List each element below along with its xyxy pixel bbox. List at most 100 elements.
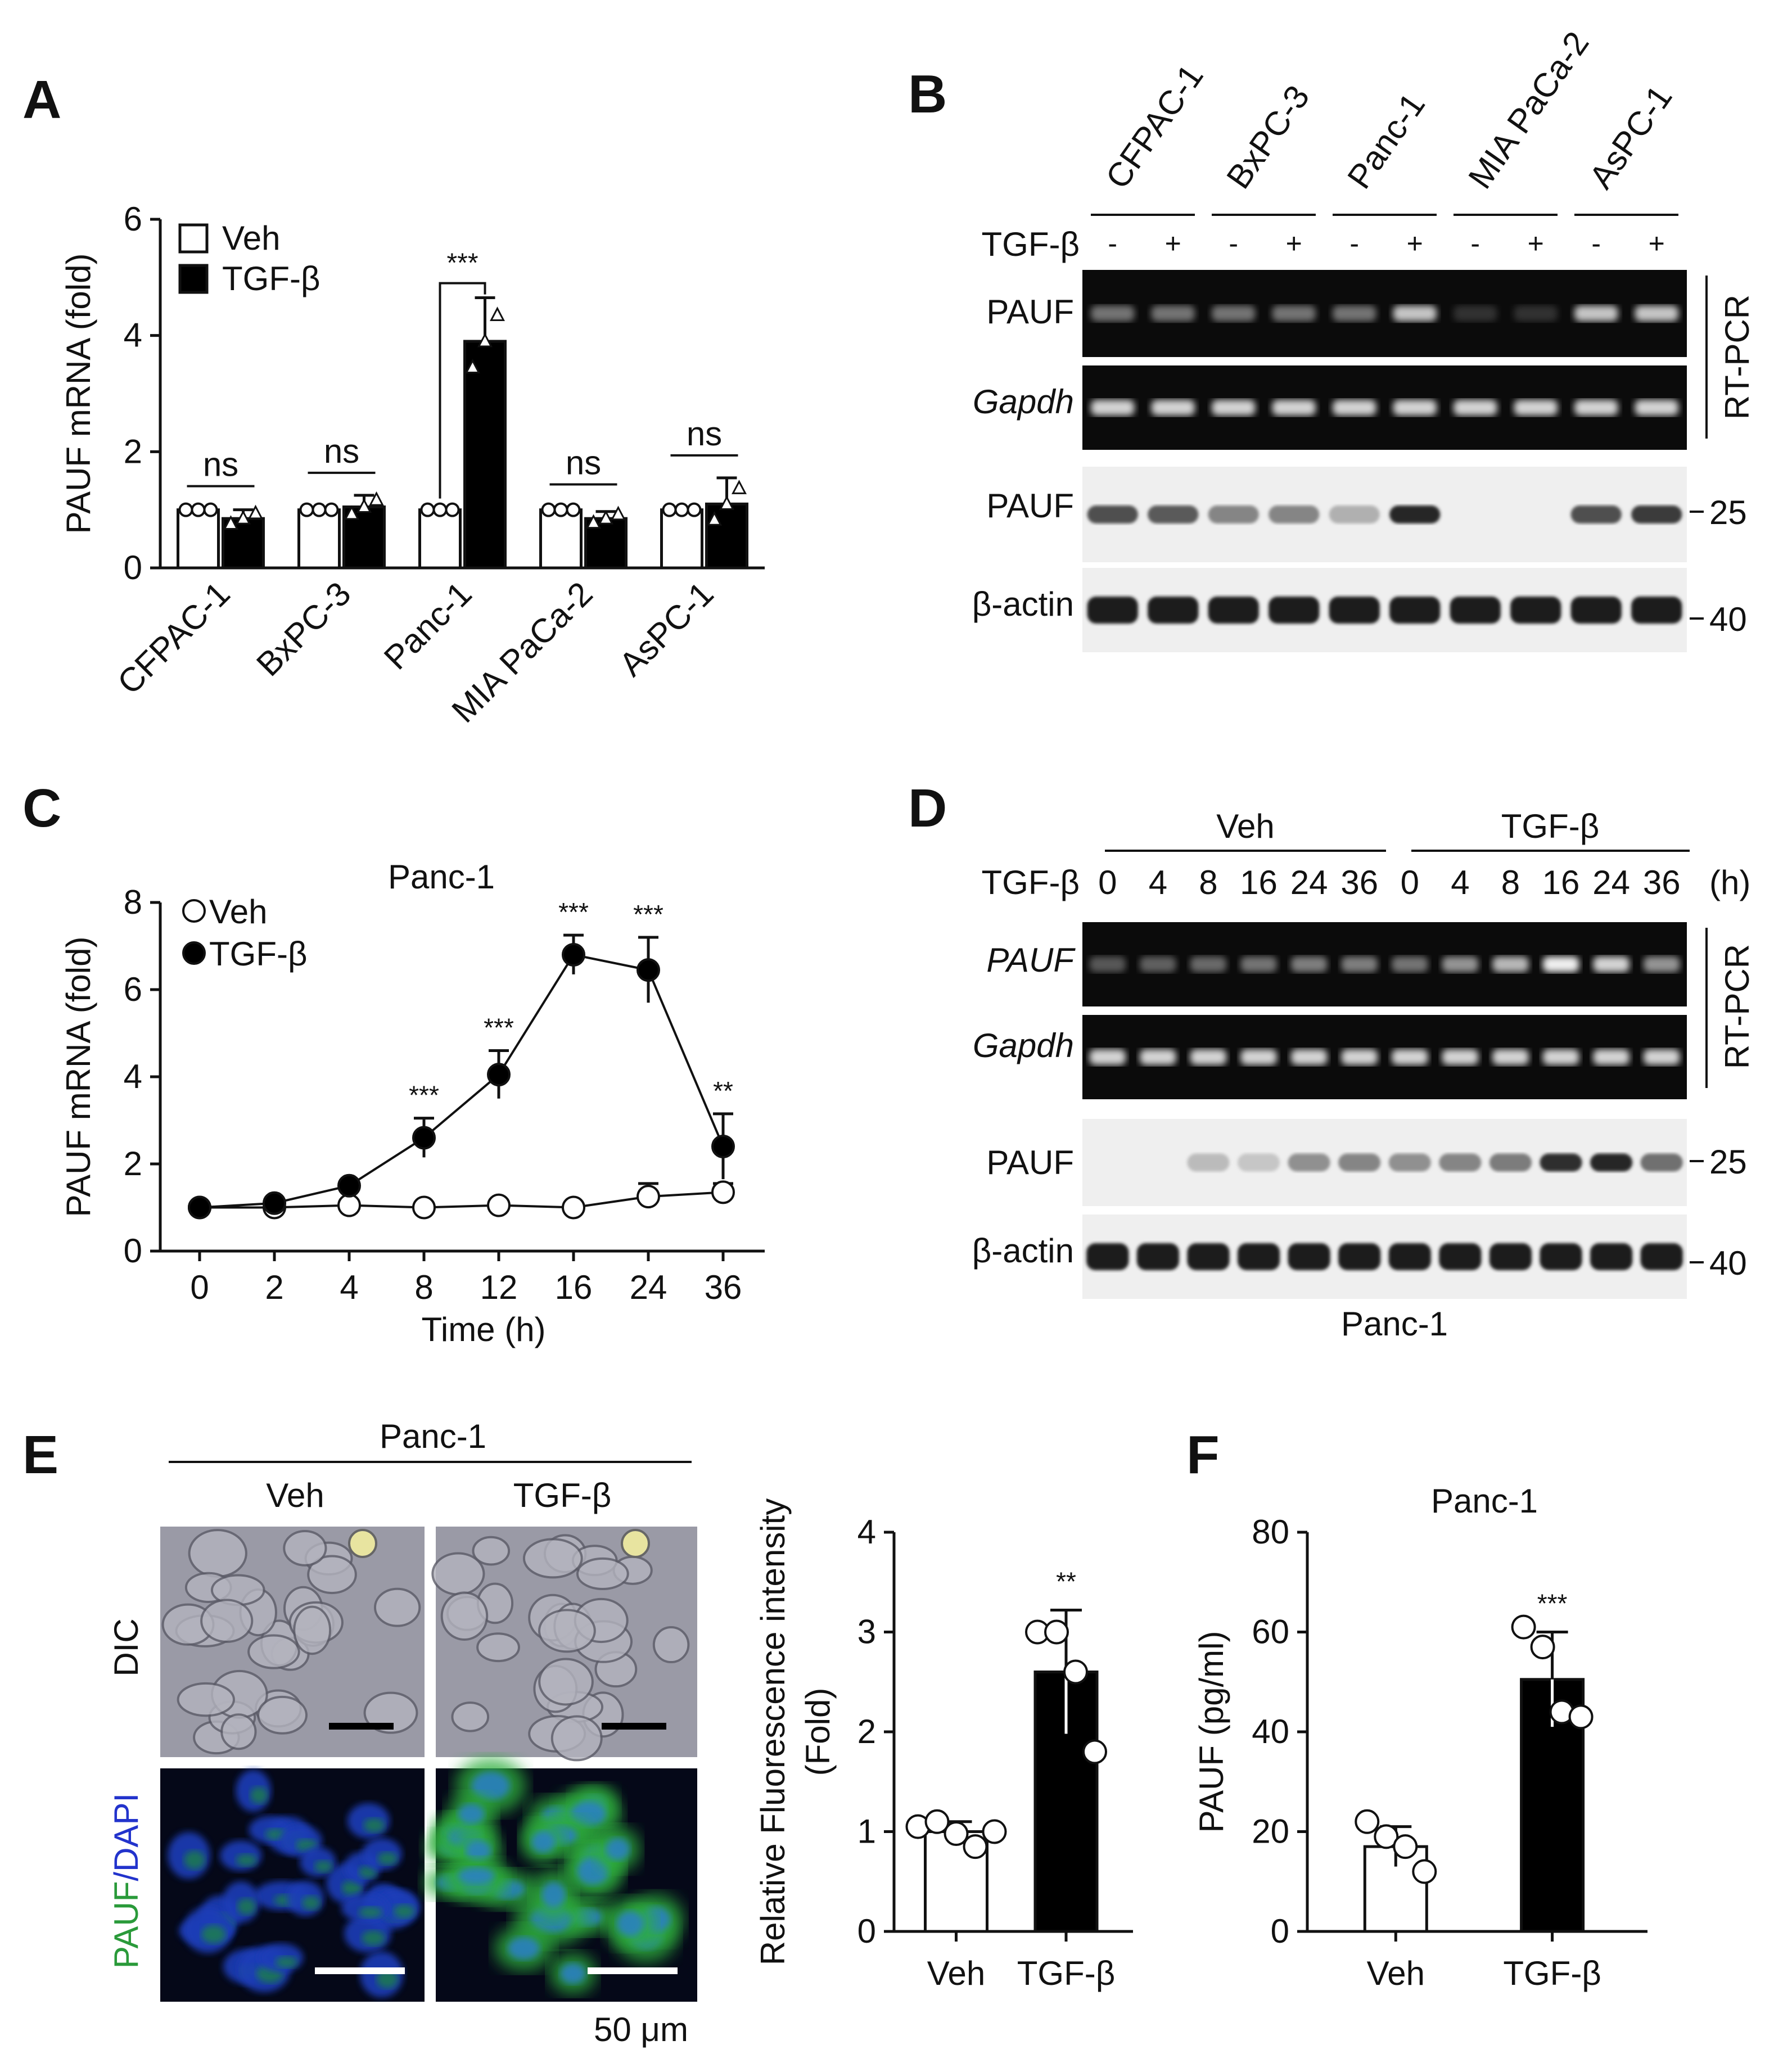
chart-f-point: [1355, 1809, 1380, 1834]
chart-a-point-tgf: [586, 514, 601, 529]
panel-d-time-label: 24: [1290, 864, 1328, 901]
chart-a-point-veh: [203, 502, 218, 517]
panel-d-row-label: Gapdh: [973, 1027, 1074, 1064]
chart-f-point: [1530, 1635, 1555, 1660]
chart-c-y-tick-label: 0: [124, 1232, 142, 1270]
dic-cell: [283, 1529, 327, 1567]
chart-c-legend-label: TGF-β: [209, 935, 307, 973]
dapi-nucleus: [458, 1804, 485, 1825]
chart-f-title: Panc-1: [1431, 1482, 1538, 1520]
pauf-signal: [376, 1970, 398, 1988]
chart-c-point-veh: [412, 1195, 436, 1220]
dapi-nucleus: [508, 1937, 540, 1960]
chart-a-legend-label: Veh: [222, 219, 280, 257]
chart-f-x-tick-label: Veh: [1367, 1954, 1425, 1992]
chart-c-sig-label: ***: [484, 1013, 514, 1042]
pauf-signal: [236, 1854, 257, 1866]
chart-a-point-veh: [420, 502, 435, 517]
panel-d-pcr-gapdh-band: [1542, 1049, 1579, 1065]
panel-d-wb-pauf-band: [1187, 1153, 1230, 1172]
panel-d-pcr-pauf-band: [1089, 956, 1126, 972]
chart-c-series-line: [200, 1191, 724, 1209]
chart-a-point-veh: [191, 502, 206, 517]
panel-b-wb-actin-band: [1389, 597, 1441, 624]
chart-a-sig-label: ns: [566, 444, 601, 482]
dic-cell: [363, 1691, 418, 1734]
chart-c-sig-label: ***: [409, 1081, 439, 1110]
panel-d-wb-pauf-strip: [1082, 1119, 1687, 1206]
chart-c-x-tick-label: 0: [190, 1269, 209, 1306]
chart-a-y-tick-label: 0: [124, 549, 142, 586]
panel-d-marker-label: 25: [1709, 1143, 1747, 1181]
pauf-signal: [361, 1930, 385, 1946]
chart-c-x-tick-label: 2: [265, 1269, 283, 1306]
panel-b-pcr-pauf-band: [1212, 305, 1256, 322]
chart-f-sig-label: ***: [1537, 1589, 1568, 1618]
panel-d-wb-pauf-band: [1439, 1153, 1482, 1172]
panel-b-wb-pauf-band: [1269, 505, 1320, 523]
dic-cell: [538, 1609, 596, 1653]
panel-b-pcr-pauf-band: [1091, 305, 1135, 322]
dic-cell: [576, 1557, 629, 1590]
panel-d-wb-actin-strip: [1082, 1215, 1687, 1299]
panel-d-pcr-gapdh-band: [1140, 1049, 1176, 1065]
panel-b-pcr-pauf-band: [1574, 305, 1618, 322]
pauf-signal: [301, 1895, 321, 1910]
chart-a-point-veh: [674, 502, 689, 517]
panel-label-b: B: [908, 64, 947, 124]
panel-d-time-label: 4: [1451, 864, 1469, 901]
chart-a-bar-tgf: [705, 502, 748, 570]
chart-e-point: [1044, 1619, 1069, 1645]
panel-b-treatment-sign: +: [1165, 228, 1181, 259]
dic-cell: [200, 1599, 254, 1644]
dic-cell: [652, 1626, 690, 1664]
panel-b-pcr-pauf-band: [1151, 305, 1195, 322]
chart-a-point-veh: [324, 502, 339, 517]
panel-d-pcr-pauf-band: [1442, 956, 1479, 972]
panel-b-pcr-pauf-band: [1272, 305, 1316, 322]
panel-d-pcr-gapdh-band: [1240, 1049, 1277, 1065]
chart-c-y-label-rest: mRNA (fold): [60, 937, 97, 1121]
panel-b-rtpcr-label: RT-PCR: [1718, 295, 1756, 419]
panel-b-tgf-label: TGF-β: [982, 225, 1080, 263]
chart-a-point-tgf: [465, 359, 480, 373]
chart-a-bar-veh: [539, 508, 583, 570]
dic-cell: [550, 1715, 603, 1762]
chart-e-y-tick-label: 0: [857, 1912, 876, 1950]
chart-c-point-tgf: [487, 1063, 511, 1087]
panel-b-pcr-gapdh-band: [1514, 400, 1558, 416]
panel-d-wb-pauf-band: [1237, 1153, 1280, 1172]
panel-d-wb-actin-band: [1086, 1243, 1129, 1270]
panel-b-pcr-pauf-band: [1333, 305, 1376, 322]
panel-b-wb-pauf-band: [1148, 505, 1199, 523]
chart-a-point-veh: [541, 502, 556, 517]
chart-c-y-tick-label: 8: [124, 883, 142, 921]
panel-label-f: F: [1186, 1425, 1220, 1485]
panel-d-row-label: PAUF: [986, 1144, 1074, 1181]
panel-d-pcr-pauf-band: [1290, 956, 1328, 972]
chart-c-point-veh: [487, 1193, 511, 1217]
panel-b-wb-actin-band: [1450, 597, 1501, 624]
panel-b-treatment-sign: +: [1528, 228, 1544, 259]
pauf-signal: [250, 1786, 268, 1804]
chart-f-y-tick-label: 40: [1252, 1713, 1289, 1750]
dic-cell: [472, 1536, 511, 1566]
chart-a-x-tick-label: Panc-1: [377, 575, 479, 677]
panel-d-time-label: 24: [1592, 864, 1630, 901]
panel-b-pcr-gapdh-band: [1393, 400, 1437, 416]
panel-d-time-label: 8: [1199, 864, 1217, 901]
panel-b-marker-label: 40: [1709, 601, 1747, 638]
chart-c-point-tgf: [637, 958, 660, 982]
chart-c-y-label-main: PAUF: [60, 1120, 97, 1217]
dapi-nucleus: [606, 1838, 630, 1861]
chart-a-y-label-main: PAUF: [60, 437, 97, 534]
panel-b-treatment-sign: -: [1108, 228, 1117, 259]
chart-a-bar-veh: [297, 508, 341, 570]
dic-cell: [293, 1605, 332, 1655]
chart-a-y-label-rest: mRNA (fold): [60, 254, 97, 437]
chart-c-point-tgf: [337, 1173, 361, 1198]
panel-b-treatment-sign: -: [1591, 228, 1601, 259]
chart-c-series-line: [199, 953, 724, 1209]
